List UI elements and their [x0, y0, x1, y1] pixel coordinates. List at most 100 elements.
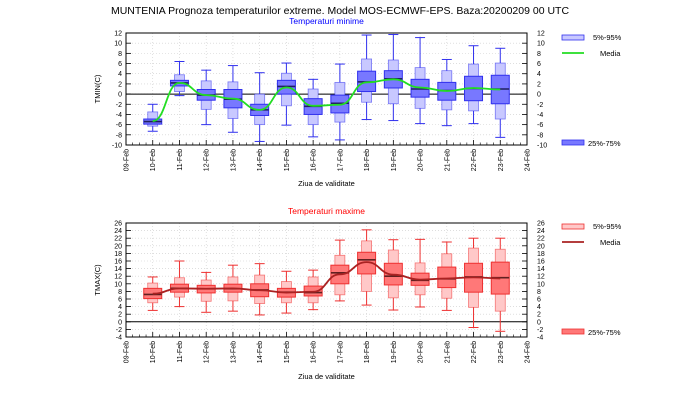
y-tick-label-right: 6: [537, 297, 541, 304]
x-axis-label: Ziua de validitate: [298, 372, 355, 381]
box-18-Feb: [357, 34, 377, 121]
x-tick-label: 19-Feb: [391, 341, 398, 363]
y-tick-label-right: 4: [537, 71, 541, 78]
y-tick-label-right: 20: [537, 243, 545, 250]
x-tick-label: 14-Feb: [257, 341, 264, 363]
box-inner: [437, 266, 457, 289]
y-tick-label-right: 0: [537, 92, 541, 99]
y-tick-label-left: 10: [114, 281, 122, 288]
x-tick-label: 10-Feb: [150, 341, 157, 363]
box-11-Feb: [169, 260, 189, 308]
x-tick-label: 22-Feb: [471, 149, 478, 171]
y-tick-label-right: 0: [537, 319, 541, 326]
plot-frame: [125, 32, 528, 146]
y-tick-label-right: 26: [537, 221, 545, 228]
x-tick-label: 17-Feb: [337, 149, 344, 171]
y-tick-label-right: -6: [537, 122, 543, 129]
box-20-Feb: [410, 238, 430, 308]
y-tick-label-left: 20: [114, 243, 122, 250]
x-tick-label: 10-Feb: [150, 149, 157, 171]
y-tick-label-left: 22: [114, 236, 122, 243]
legend-swatch-5-95: [561, 34, 585, 41]
y-tick-label-left: -4: [116, 335, 122, 342]
y-tick-label-left: 6: [118, 297, 122, 304]
box-22-Feb: [464, 237, 484, 328]
x-tick-label: 21-Feb: [444, 341, 451, 363]
y-tick-label-left: 2: [118, 81, 122, 88]
x-tick-label: 12-Feb: [204, 341, 211, 363]
x-tick-label: 13-Feb: [230, 149, 237, 171]
y-tick-label-left: 8: [118, 289, 122, 296]
y-tick-label-right: -2: [537, 327, 543, 334]
legend-label-5-95: 5%-95%: [593, 33, 622, 42]
box-17-Feb: [330, 239, 350, 302]
y-tick-label-right: 12: [537, 274, 545, 281]
legend-label-25-75: 25%-75%: [588, 139, 621, 148]
y-tick-label-right: 22: [537, 236, 545, 243]
y-tick-label-left: 6: [118, 61, 122, 68]
box-22-Feb: [464, 45, 484, 125]
mean-line: [152, 78, 501, 122]
y-tick-label-right: 14: [537, 266, 545, 273]
panel-tmin: Temperaturi minime -10 -10 -8 -8 -6 -6 -4 -4 -2 -2…: [93, 16, 622, 188]
legend-swatch-25-75: [561, 328, 585, 335]
main-title: MUNTENIA Prognoza temperaturilor extreme…: [111, 5, 569, 17]
y-tick-label-right: 18: [537, 251, 545, 258]
box-inner: [357, 251, 377, 275]
legend-label-5-95: 5%-95%: [593, 222, 622, 231]
box-21-Feb: [437, 241, 457, 311]
y-tick-label-left: -2: [116, 102, 122, 109]
box-15-Feb: [276, 62, 296, 126]
x-tick-label: 20-Feb: [418, 149, 425, 171]
y-tick-label-left: -10: [112, 143, 122, 150]
box-16-Feb: [303, 78, 323, 138]
y-tick-label-right: -2: [537, 102, 543, 109]
x-axis-label: Ziua de validitate: [298, 179, 355, 188]
x-tick-label: 14-Feb: [257, 149, 264, 171]
y-tick-label-left: -2: [116, 327, 122, 334]
box-19-Feb: [383, 34, 403, 122]
y-tick-label-left: 18: [114, 251, 122, 258]
y-tick-label-left: 12: [114, 274, 122, 281]
y-tick-label-right: 12: [537, 31, 545, 38]
x-tick-label: 21-Feb: [444, 149, 451, 171]
box-20-Feb: [410, 37, 430, 125]
y-axis-label: TMIN(C): [93, 74, 102, 103]
legend-label-mean: Media: [600, 49, 621, 58]
x-tick-label: 09-Feb: [124, 341, 131, 363]
y-tick-label-right: 24: [537, 228, 545, 235]
legend-swatch-5-95: [561, 223, 585, 230]
legend-label-mean: Media: [600, 238, 621, 247]
box-11-Feb: [169, 61, 189, 97]
y-tick-label-right: 4: [537, 304, 541, 311]
x-tick-label: 24-Feb: [525, 341, 532, 363]
box-23-Feb: [490, 237, 510, 332]
legend-label-25-75: 25%-75%: [588, 328, 621, 337]
panel-title: Temperaturi minime: [289, 16, 364, 26]
x-tick-label: 23-Feb: [498, 341, 505, 363]
x-tick-label: 24-Feb: [525, 149, 532, 171]
x-tick-label: 13-Feb: [230, 341, 237, 363]
x-tick-label: 17-Feb: [337, 341, 344, 363]
y-tick-label-right: 6: [537, 61, 541, 68]
x-tick-label: 16-Feb: [311, 341, 318, 363]
x-tick-label: 09-Feb: [124, 149, 131, 171]
y-tick-label-left: 14: [114, 266, 122, 273]
y-tick-label-left: 2: [118, 312, 122, 319]
y-tick-label-left: 4: [118, 71, 122, 78]
box-23-Feb: [490, 47, 510, 138]
plot-frame: [125, 222, 528, 338]
y-tick-label-right: 2: [537, 81, 541, 88]
y-axis-label: TMAX(C): [93, 264, 102, 296]
box-12-Feb: [196, 271, 216, 313]
mean-line: [152, 261, 501, 295]
x-tick-label: 15-Feb: [284, 341, 291, 363]
x-tick-label: 18-Feb: [364, 341, 371, 363]
x-tick-label: 22-Feb: [471, 341, 478, 363]
x-tick-label: 11-Feb: [177, 341, 184, 363]
box-21-Feb: [437, 58, 457, 127]
y-tick-label-right: 10: [537, 41, 545, 48]
y-tick-label-left: 16: [114, 259, 122, 266]
y-tick-label-right: 8: [537, 51, 541, 58]
